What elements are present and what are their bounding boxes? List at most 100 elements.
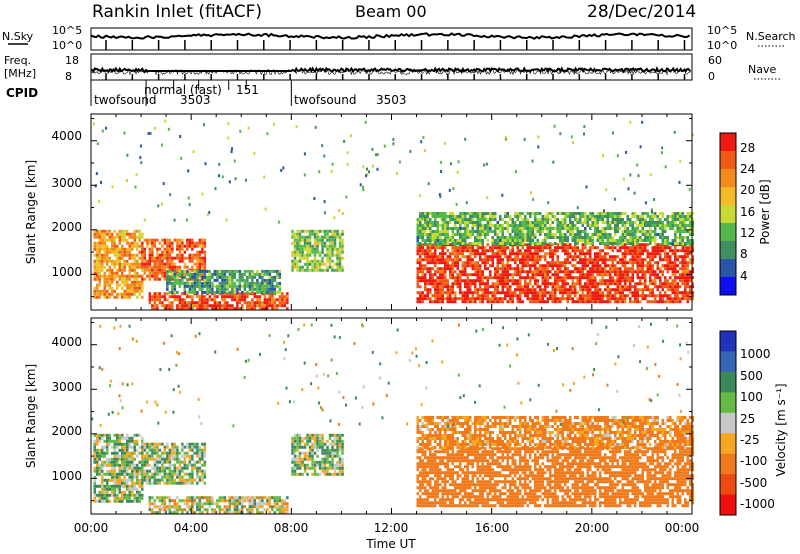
heatmap-cell-r6 <box>466 221 469 224</box>
heatmap-cell-r6 <box>639 239 642 242</box>
heatmap-cell-r5 <box>666 297 669 301</box>
heatmap-cell-r6 <box>546 215 549 218</box>
heatmap-cell-r5 <box>664 252 667 256</box>
heatmap-cell-r0 <box>113 439 116 443</box>
heatmap-cell-r6 <box>481 230 484 233</box>
heatmap-cell-r5 <box>566 255 569 259</box>
heatmap-cell-r4 <box>311 247 314 251</box>
heatmap-cell-r4 <box>321 247 324 251</box>
heatmap-cell-r6 <box>616 242 619 245</box>
cpid-seg2-name: normal (fast) <box>144 83 222 97</box>
heatmap-cell-r5 <box>551 258 554 262</box>
heatmap-cell-r5 <box>521 285 524 289</box>
heatmap-cell-r0 <box>126 253 129 257</box>
heatmap-cell-r6 <box>579 215 582 218</box>
heatmap-cell-r0 <box>108 280 111 284</box>
heatmap-cell-r6 <box>644 233 647 236</box>
heatmap-scatter-cell <box>530 191 533 195</box>
heatmap-cell-r4 <box>318 253 322 257</box>
heatmap-cell-r5 <box>626 252 629 256</box>
heatmap-cell-r5 <box>656 243 659 247</box>
heatmap-cell-r5 <box>526 285 529 289</box>
heatmap-cell-r6 <box>429 227 432 230</box>
heatmap-cell-r2 <box>263 295 267 299</box>
heatmap-cell-r3 <box>236 284 239 288</box>
heatmap-cell-r6 <box>661 242 664 245</box>
heatmap-cell-r5 <box>654 279 657 283</box>
heatmap-cell-r6 <box>474 242 477 245</box>
heatmap-cell-r6 <box>486 227 489 230</box>
heatmap-cell-r6 <box>456 221 459 224</box>
heatmap-cell-r3 <box>273 290 277 294</box>
heatmap-cell-r6 <box>679 218 682 221</box>
heatmap-cell-r5 <box>481 249 484 253</box>
heatmap-cell-r2 <box>213 295 217 299</box>
heatmap-cell-r0 <box>116 487 119 491</box>
heatmap-cell-r1 <box>148 457 152 461</box>
heatmap-cell-r1 <box>166 466 169 470</box>
heatmap-cell-r6 <box>441 239 444 242</box>
heatmap-cell-r0 <box>108 283 111 287</box>
heatmap-cell-r3 <box>241 290 244 294</box>
heatmap-cell-r6 <box>556 236 559 239</box>
heatmap-cell-r1 <box>161 238 164 242</box>
colorbar-swatch <box>720 223 736 242</box>
heatmap-cell-r0 <box>128 235 131 239</box>
heatmap-cell-r3 <box>228 269 232 273</box>
heatmap-cell-r5 <box>541 270 544 274</box>
heatmap-cell-r1 <box>168 265 172 269</box>
heatmap-cell-r5 <box>571 288 574 292</box>
heatmap-cell-r1 <box>196 253 199 257</box>
heatmap-cell-r1 <box>146 445 149 449</box>
heatmap-cell-r2 <box>168 304 172 308</box>
heatmap-cell-r1 <box>158 247 162 251</box>
heatmap-cell-r3 <box>216 290 219 294</box>
heatmap-cell-r5 <box>639 264 642 268</box>
heatmap-cell-r6 <box>421 224 424 227</box>
heatmap-cell-r5 <box>596 264 599 268</box>
heatmap-cell-r6 <box>621 239 624 242</box>
noise-right-tick-bottom: 10^0 <box>707 39 737 52</box>
heatmap-cell-r0 <box>121 442 124 446</box>
heatmap-cell-r0 <box>116 262 119 266</box>
noise-left-tick-top: 10^5 <box>52 24 82 37</box>
heatmap-cell-r2 <box>273 304 277 308</box>
heatmap-cell-r1 <box>161 463 164 467</box>
heatmap-cell-r6 <box>659 224 662 227</box>
heatmap-cell-r6 <box>671 212 674 215</box>
heatmap-cell-r6 <box>606 224 609 227</box>
heatmap-cell-r2 <box>198 295 202 299</box>
heatmap-cell-r6 <box>499 218 502 221</box>
heatmap-cell-r0 <box>93 268 96 272</box>
heatmap-cell-r5 <box>516 252 519 256</box>
heatmap-cell-r0 <box>106 457 109 461</box>
heatmap-cell-r6 <box>541 239 544 242</box>
heatmap-cell-r6 <box>626 233 629 236</box>
heatmap-cell-r6 <box>616 239 619 242</box>
heatmap-cell-r0 <box>133 265 136 269</box>
heatmap-cell-r5 <box>554 273 557 277</box>
heatmap-cell-r6 <box>486 221 489 224</box>
heatmap-cell-r1 <box>166 256 169 260</box>
heatmap-cell-r5 <box>431 300 434 304</box>
heatmap-cell-r5 <box>531 273 534 277</box>
heatmap-cell-r5 <box>434 261 437 265</box>
heatmap-cell-r4 <box>341 244 344 248</box>
heatmap-cell-r6 <box>524 239 527 242</box>
heatmap-cell-r4 <box>333 232 337 236</box>
heatmap-cell-r2 <box>286 307 289 311</box>
heatmap-cell-r2 <box>186 307 189 311</box>
heatmap-cell-r6 <box>424 233 427 236</box>
heatmap-cell-r6 <box>591 239 594 242</box>
heatmap-cell-r2 <box>178 301 182 305</box>
heatmap-cell-r5 <box>621 294 624 298</box>
heatmap-cell-r6 <box>639 215 642 218</box>
heatmap-cell-r3 <box>228 281 232 285</box>
heatmap-cell-r6 <box>496 236 499 239</box>
heatmap-cell-r3 <box>201 290 204 294</box>
heatmap-cell-r0 <box>126 436 129 440</box>
heatmap-cell-r2 <box>273 307 277 311</box>
heatmap-cell-r6 <box>669 242 672 245</box>
heatmap-cell-r0 <box>101 490 104 494</box>
heatmap-cell-r4 <box>326 235 329 239</box>
